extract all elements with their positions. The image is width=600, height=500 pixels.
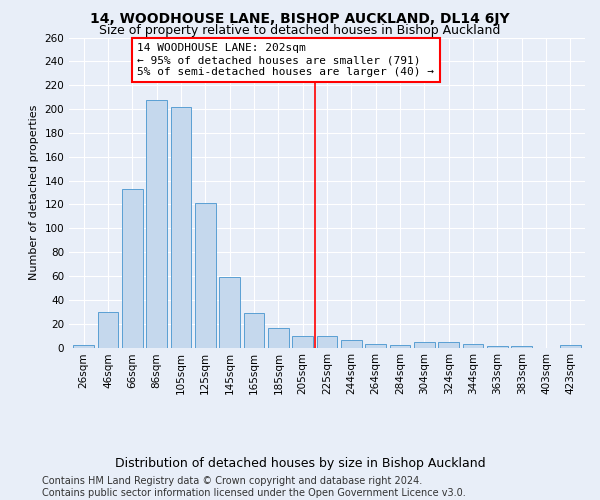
- Bar: [219, 277, 240, 347]
- Bar: [73, 345, 94, 348]
- Bar: [98, 312, 118, 348]
- Bar: [389, 345, 410, 348]
- Bar: [170, 106, 191, 348]
- Bar: [146, 100, 167, 348]
- Bar: [244, 313, 265, 348]
- Bar: [122, 189, 143, 348]
- Bar: [341, 340, 362, 347]
- Bar: [195, 203, 215, 348]
- Bar: [414, 342, 435, 347]
- Bar: [487, 346, 508, 348]
- Y-axis label: Number of detached properties: Number of detached properties: [29, 105, 39, 280]
- Bar: [365, 344, 386, 348]
- Bar: [439, 342, 459, 347]
- Bar: [292, 336, 313, 347]
- Bar: [560, 345, 581, 348]
- Bar: [317, 336, 337, 347]
- Bar: [268, 328, 289, 347]
- Bar: [463, 344, 484, 348]
- Text: Size of property relative to detached houses in Bishop Auckland: Size of property relative to detached ho…: [100, 24, 500, 37]
- Text: Contains HM Land Registry data © Crown copyright and database right 2024.
Contai: Contains HM Land Registry data © Crown c…: [42, 476, 466, 498]
- Text: Distribution of detached houses by size in Bishop Auckland: Distribution of detached houses by size …: [115, 458, 485, 470]
- Bar: [511, 346, 532, 348]
- Text: 14 WOODHOUSE LANE: 202sqm
← 95% of detached houses are smaller (791)
5% of semi-: 14 WOODHOUSE LANE: 202sqm ← 95% of detac…: [137, 44, 434, 76]
- Text: 14, WOODHOUSE LANE, BISHOP AUCKLAND, DL14 6JY: 14, WOODHOUSE LANE, BISHOP AUCKLAND, DL1…: [90, 12, 510, 26]
